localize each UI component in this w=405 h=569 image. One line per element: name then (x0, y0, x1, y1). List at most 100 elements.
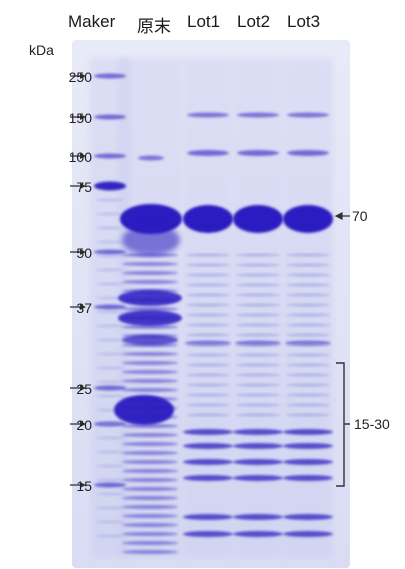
lot2-band-low (233, 514, 283, 520)
ladder-band-faint (96, 464, 124, 468)
lot1-band-faint (186, 293, 230, 297)
lane-header-marker: Maker (68, 12, 116, 31)
lot3-band-faint (286, 323, 330, 327)
gel-lanes (90, 58, 333, 558)
marker-label-15: 15 (76, 478, 92, 494)
lot3-band-faint (286, 403, 330, 407)
ladder-band (94, 385, 126, 391)
lot3-band-low (283, 531, 333, 537)
marker-label-50: 50 (76, 245, 92, 261)
ladder-band-faint (96, 310, 124, 314)
marker-arrowhead (80, 183, 86, 189)
raw-band-ladder (122, 505, 178, 509)
raw-band-ladder (122, 388, 178, 392)
lot2-band-faint (236, 413, 280, 417)
lane-lot2-smear (233, 58, 283, 558)
ladder-band-faint (96, 394, 124, 398)
lane-header-lot1: Lot1 (187, 12, 221, 31)
marker-arrowhead (80, 73, 86, 79)
raw-band-ladder (122, 298, 178, 302)
lane-lot1-smear (183, 58, 233, 558)
lot3-band-low (283, 429, 333, 435)
lot3-band-faint (286, 253, 330, 257)
lot2-band-faint (236, 253, 280, 257)
ladder-band-faint (96, 520, 124, 524)
marker-arrowhead (80, 421, 86, 427)
lot1-band-low (183, 443, 233, 449)
marker-label-75: 75 (76, 179, 92, 195)
lot2-band-faint (236, 273, 280, 277)
ladder-band-faint (96, 380, 124, 384)
lot1-band-faint (186, 413, 230, 417)
lot2-band-faint (236, 343, 280, 347)
raw-band-ladder (122, 379, 178, 383)
raw-band-ladder (122, 325, 178, 329)
lot3-band-faint (286, 353, 330, 357)
ladder-band-faint (96, 268, 124, 272)
ladder-band-faint (96, 366, 124, 370)
ladder-band-faint (96, 254, 124, 258)
ladder-band-faint (96, 436, 124, 440)
ladder-band-faint (96, 198, 124, 202)
lot1-band-faint (186, 403, 230, 407)
ladder-band-faint (96, 296, 124, 300)
lot1-band-faint (186, 343, 230, 347)
lot1-band-low (183, 429, 233, 435)
lot2-band-low (233, 475, 283, 481)
lot2-band-faint (236, 383, 280, 387)
raw-band-ladder (122, 469, 178, 473)
marker-arrowhead (80, 482, 86, 488)
lot2-band-low (233, 443, 283, 449)
annotation-marks (334, 212, 350, 487)
ladder-band-faint (96, 240, 124, 244)
lot1-band-faint (186, 383, 230, 387)
raw-band-ladder (122, 424, 178, 428)
lot3-band-150 (287, 112, 329, 118)
marker-label-37: 37 (76, 300, 92, 316)
lot3-band-faint (286, 373, 330, 377)
raw-band-ladder (122, 352, 178, 356)
raw-band-ladder (122, 532, 178, 536)
raw-band-ladder (122, 541, 178, 545)
ladder-band-faint (96, 338, 124, 342)
raw-band-100 (138, 155, 164, 161)
lot2-band-faint (236, 313, 280, 317)
lot1-band-faint (186, 353, 230, 357)
band-70-arrow (334, 212, 350, 220)
marker-arrows (70, 73, 86, 488)
range-bracket (336, 362, 350, 487)
raw-band-ladder (122, 451, 178, 455)
lot3-band-faint (286, 343, 330, 347)
lot2-band-low (233, 531, 283, 537)
lot3-band-faint (286, 383, 330, 387)
marker-arrowhead (80, 385, 86, 391)
lot1-band-faint (186, 323, 230, 327)
lot2-band-70 (233, 205, 283, 233)
raw-band-ladder (122, 496, 178, 500)
lot1-band-faint (186, 303, 230, 307)
marker-arrowhead (80, 304, 86, 310)
lot1-band-faint (186, 253, 230, 257)
raw-band-ladder (122, 478, 178, 482)
lot1-band-faint (186, 273, 230, 277)
raw-band-ladder (122, 415, 178, 419)
raw-band-ladder (122, 316, 178, 320)
lot3-band-faint (286, 293, 330, 297)
raw-band-ladder (122, 334, 178, 338)
ladder-band-faint (96, 450, 124, 454)
ladder-band-faint (96, 534, 124, 538)
lot3-band-100 (287, 150, 329, 156)
lot1-band-low (183, 531, 233, 537)
ladder-band-faint (96, 226, 124, 230)
ladder-band (94, 153, 126, 159)
lot2-band-faint (236, 353, 280, 357)
marker-label-100: 100 (68, 149, 92, 165)
lot3-band-faint (286, 283, 330, 287)
raw-band-ladder (122, 460, 178, 464)
raw-band-ladder (122, 361, 178, 365)
lot2-band-faint (236, 303, 280, 307)
lot3-band-faint (286, 303, 330, 307)
lot1-band-100 (187, 150, 229, 156)
lot1-band-low (183, 514, 233, 520)
lot1-band-faint (186, 313, 230, 317)
